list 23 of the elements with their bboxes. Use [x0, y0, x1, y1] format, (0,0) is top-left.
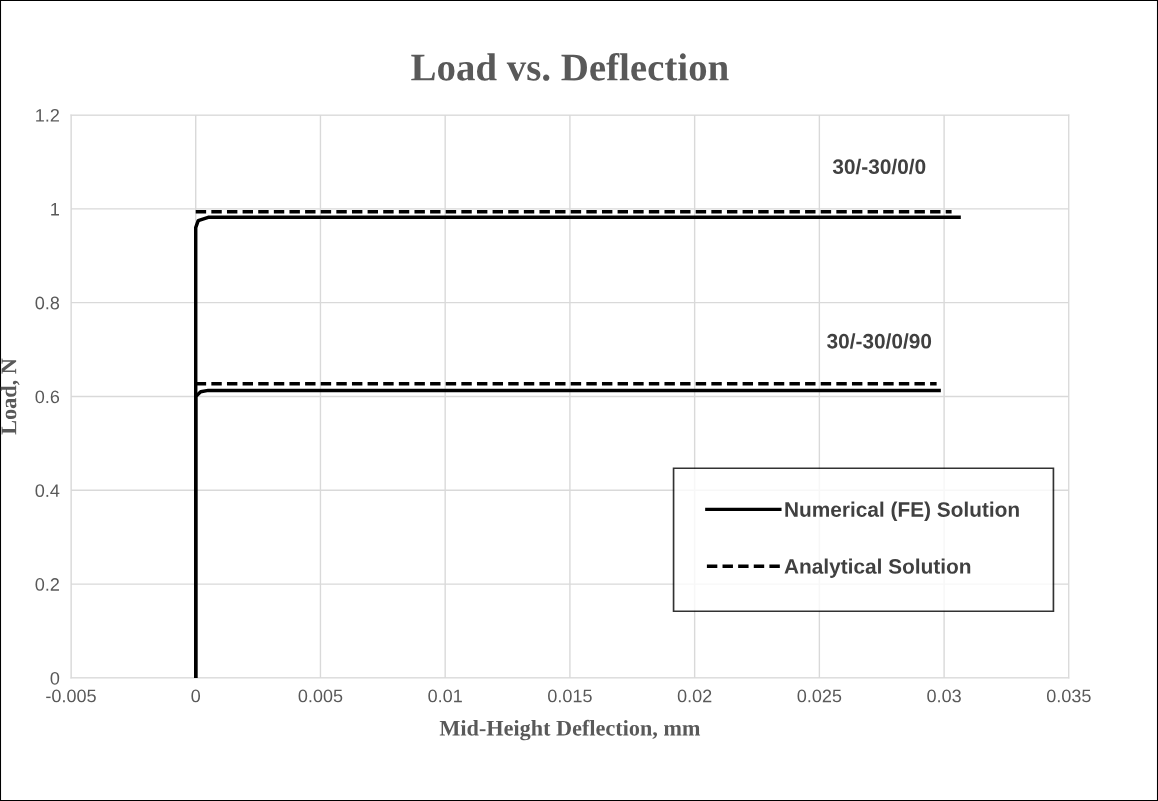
x-tick-label: 0.005 [298, 689, 343, 703]
y-tick-label: 0.8 [35, 296, 60, 310]
chart-title: Load vs. Deflection [411, 52, 729, 81]
y-tick-label: 1.2 [36, 108, 59, 122]
y-axis-title: Load, N [0, 358, 20, 435]
x-tick-label: 0.03 [927, 689, 961, 703]
legend-label: Numerical (FE) Solution [785, 501, 1019, 521]
x-axis-title: Mid-Height Deflection, mm [439, 719, 701, 741]
x-tick-label: -0.005 [46, 689, 96, 703]
y-tick-label: 0.6 [35, 390, 60, 404]
y-tick-label: 0.2 [35, 578, 59, 591]
x-tick-label: 0.02 [677, 689, 712, 703]
x-tick-label: 0.015 [548, 689, 592, 703]
annotation: 30/-30/0/0 [832, 158, 926, 175]
y-tick-label: 1 [51, 202, 59, 216]
y-tick-label: 0.4 [35, 484, 60, 498]
x-tick-label: 0.035 [1046, 689, 1091, 703]
x-tick-label: 0.01 [428, 689, 462, 703]
annotation: 30/-30/0/90 [827, 333, 932, 349]
x-tick-label: 0 [191, 689, 201, 703]
y-tick-label: 0 [50, 671, 60, 685]
x-tick-label: 0.025 [797, 689, 842, 703]
legend-label: Analytical Solution [784, 558, 971, 578]
